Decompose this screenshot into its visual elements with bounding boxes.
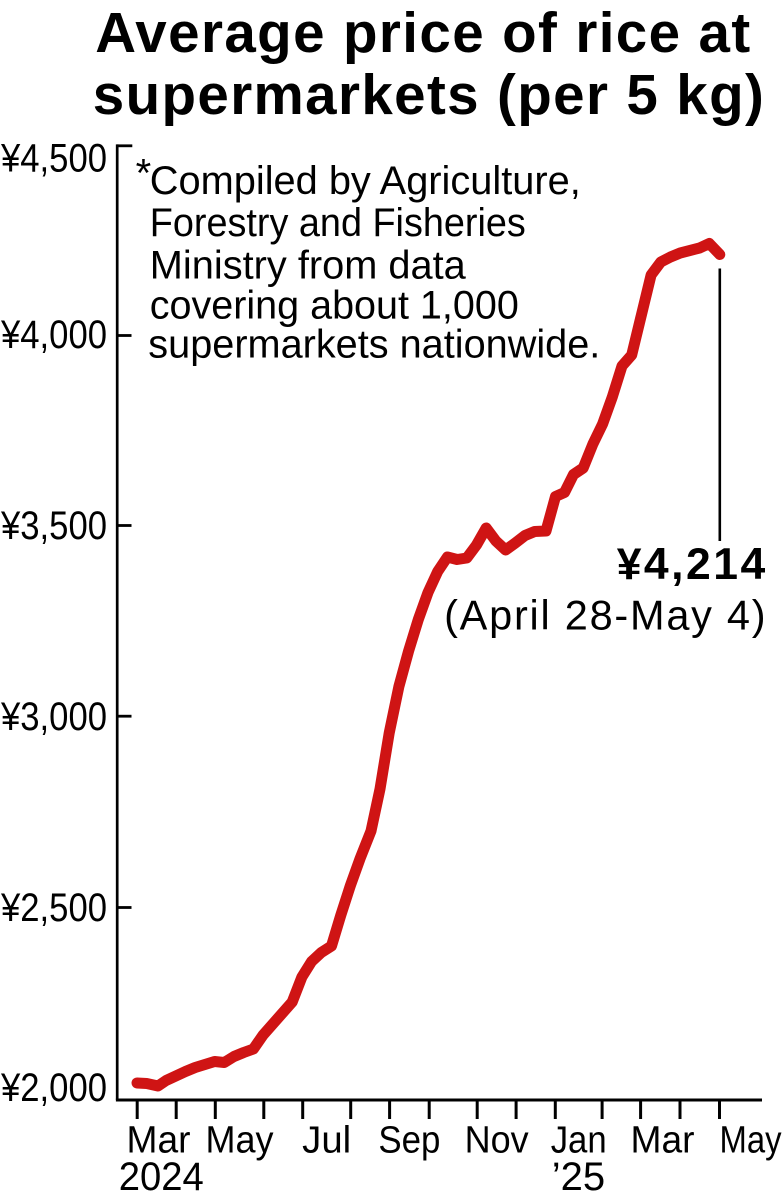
svg-text:Forestry and Fisheries: Forestry and Fisheries	[150, 201, 526, 245]
svg-text:¥2,000: ¥2,000	[0, 1066, 107, 1110]
svg-text:May: May	[206, 1119, 274, 1161]
svg-text:¥4,214: ¥4,214	[617, 540, 766, 589]
svg-text:¥2,500: ¥2,500	[0, 886, 107, 930]
svg-text:Nov: Nov	[465, 1119, 529, 1161]
svg-text:(April 28-May 4): (April 28-May 4)	[444, 591, 766, 638]
svg-text:2024: 2024	[119, 1155, 204, 1199]
svg-text:Compiled by Agriculture,: Compiled by Agriculture,	[150, 159, 581, 203]
svg-text:supermarkets (per 5 kg): supermarkets (per 5 kg)	[93, 63, 764, 126]
svg-text:¥4,000: ¥4,000	[0, 313, 107, 357]
svg-text:Jan: Jan	[551, 1119, 607, 1161]
svg-text:Ministry from data: Ministry from data	[150, 244, 467, 288]
svg-text:’25: ’25	[552, 1155, 605, 1199]
svg-text:¥3,500: ¥3,500	[0, 504, 107, 548]
svg-text:supermarkets nationwide.: supermarkets nationwide.	[148, 323, 600, 367]
svg-text:¥4,500: ¥4,500	[0, 136, 107, 180]
svg-text:Average price of rice at: Average price of rice at	[95, 1, 750, 64]
svg-text:Sep: Sep	[378, 1119, 440, 1161]
svg-text:Jul: Jul	[302, 1119, 351, 1161]
svg-text:Mar: Mar	[631, 1119, 695, 1161]
svg-text:Mar: Mar	[127, 1119, 191, 1161]
svg-text:May: May	[720, 1119, 782, 1161]
svg-text:*: *	[136, 152, 152, 196]
svg-text:covering about 1,000: covering about 1,000	[150, 284, 519, 328]
svg-text:¥3,000: ¥3,000	[0, 695, 107, 739]
